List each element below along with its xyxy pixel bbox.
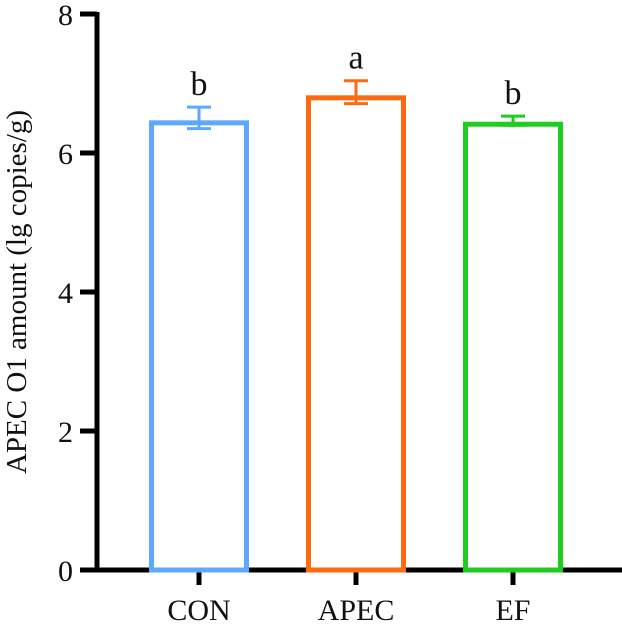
y-axis-title-text: APEC O1 amount (lg copies/g) [1, 110, 33, 474]
y-tick-label: 2 [58, 416, 73, 449]
bars [149, 95, 563, 573]
bar-apec [306, 95, 406, 573]
category-labels: CON APEC EF [167, 594, 530, 627]
category-label-apec: APEC [318, 594, 395, 627]
significance-letter: b [505, 75, 522, 112]
significance-letter: b [191, 66, 208, 103]
bar-con [149, 120, 249, 573]
y-tick-label: 6 [58, 138, 73, 171]
bar-ef [463, 121, 563, 573]
y-axis-title: APEC O1 amount (lg copies/g) [1, 110, 33, 474]
error-bar-apec [344, 79, 368, 106]
category-label-con: CON [167, 594, 230, 627]
significance-letters: bab [191, 40, 522, 112]
significance-letter: a [348, 40, 363, 77]
error-bar-ef [501, 114, 525, 127]
category-label-ef: EF [495, 594, 530, 627]
y-axis: 0 2 4 6 8 [58, 0, 100, 588]
y-tick-label: 4 [58, 277, 73, 310]
y-tick-label: 8 [58, 0, 73, 32]
error-bar-con [187, 105, 211, 131]
y-tick-label: 0 [58, 555, 73, 588]
error-bars [187, 79, 525, 131]
